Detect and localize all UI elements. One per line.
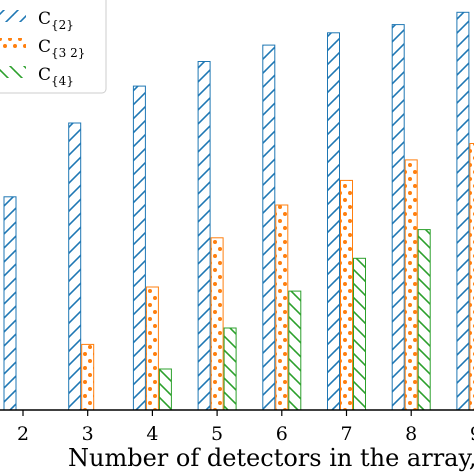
bar-c4-4 <box>158 368 172 411</box>
bar-c4-8 <box>417 229 431 411</box>
bar-c32-4 <box>145 286 159 411</box>
x-ticks-group: 2 3 4 5 6 7 8 9 <box>17 410 474 445</box>
bar-c2-7 <box>327 32 340 411</box>
bar-c2-5 <box>197 61 211 411</box>
bar-c2-9 <box>456 11 470 411</box>
bar-c2-3 <box>68 122 82 411</box>
bar-c32-6 <box>275 204 289 411</box>
x-tick-label-8: 8 <box>405 423 417 445</box>
legend: C{2} C{3 2} C{4} <box>0 0 107 94</box>
x-axis-label: Number of detectors in the array, <box>68 444 474 472</box>
bar-c2-8 <box>391 24 405 411</box>
x-tick-label-3: 3 <box>82 423 94 445</box>
bar-c32-3 <box>81 343 95 411</box>
bar-c4-7 <box>353 257 366 411</box>
legend-swatch-c2 <box>0 10 26 22</box>
bar-c4-5 <box>223 327 237 411</box>
bar-c2-4 <box>132 85 146 411</box>
legend-entry-c4: C{4} <box>0 65 74 88</box>
bar-c32-9 <box>469 143 474 411</box>
bar-c2-6 <box>262 44 276 411</box>
legend-entry-c2: C{2} <box>0 9 74 32</box>
legend-swatch-c32 <box>0 38 26 50</box>
x-tick-label-4: 4 <box>146 423 158 445</box>
x-tick-label-6: 6 <box>276 423 288 445</box>
x-tick-label-7: 7 <box>340 423 352 445</box>
legend-label-c32-sub: {3 2} <box>51 46 85 60</box>
legend-label-c4-sub: {4} <box>51 74 74 88</box>
x-tick-label-5: 5 <box>211 423 223 445</box>
legend-label-c32: C{3 2} <box>38 37 85 60</box>
legend-frame <box>0 0 107 94</box>
bar-c32-8 <box>404 159 418 411</box>
legend-label-c4-main: C <box>38 65 51 85</box>
bar-c4-6 <box>288 290 302 411</box>
legend-label-c4: C{4} <box>38 65 74 88</box>
legend-entry-c32: C{3 2} <box>0 37 85 60</box>
legend-swatch-c4 <box>0 66 26 78</box>
x-tick-label-2: 2 <box>17 423 29 445</box>
legend-label-c2: C{2} <box>38 9 74 32</box>
bar-c32-7 <box>340 179 353 411</box>
bar-c32-5 <box>210 237 224 411</box>
x-tick-label-9: 9 <box>470 423 474 445</box>
bar-c2-2 <box>3 196 17 411</box>
legend-label-c2-sub: {2} <box>51 18 74 32</box>
legend-label-c2-main: C <box>38 9 51 29</box>
legend-label-c32-main: C <box>38 37 51 57</box>
